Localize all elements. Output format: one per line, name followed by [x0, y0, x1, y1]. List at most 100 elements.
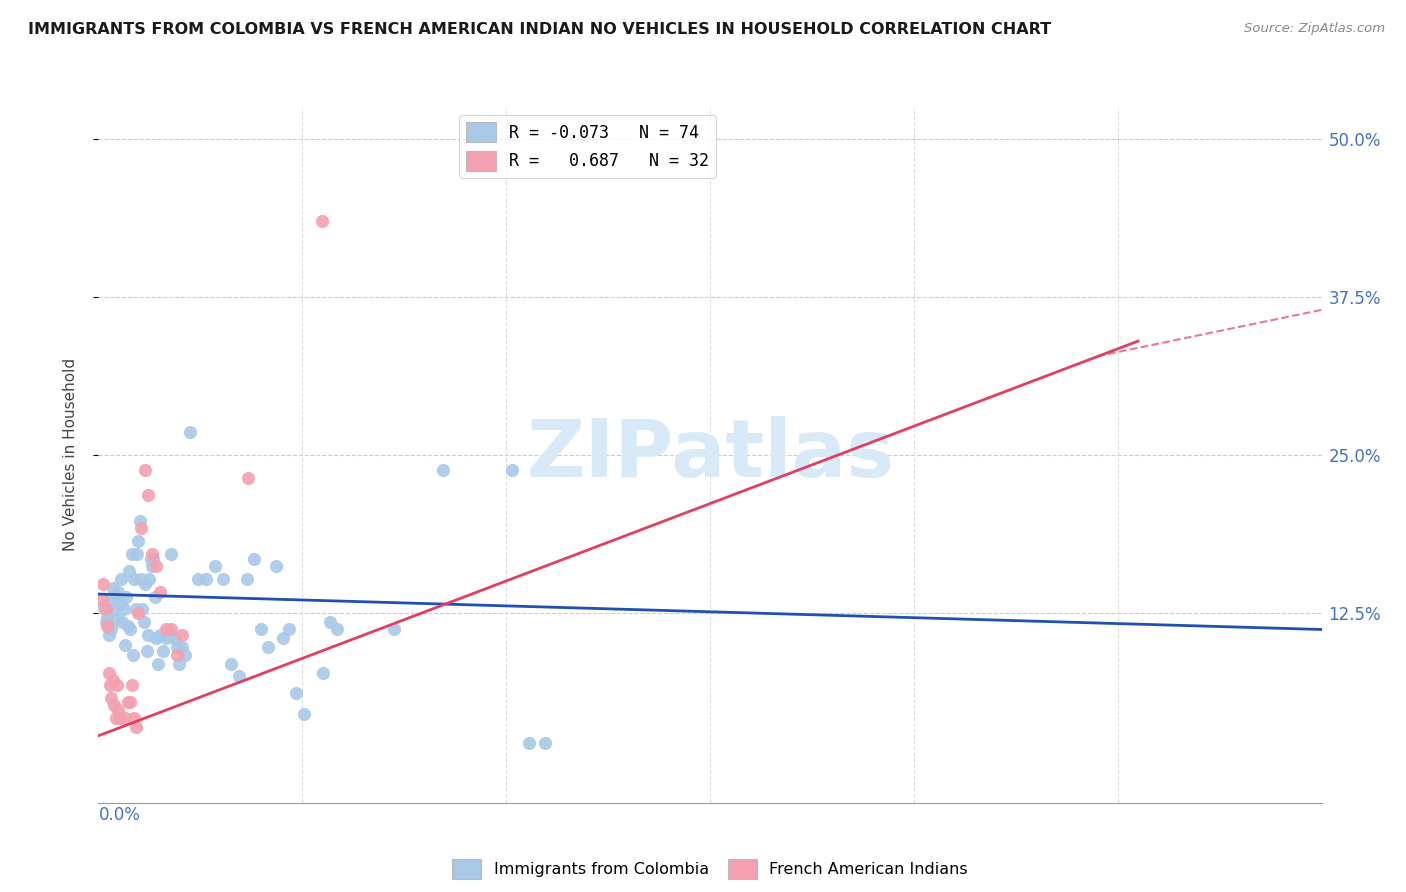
- Point: [101, 581, 124, 595]
- Point: [187, 572, 209, 586]
- Point: [179, 425, 201, 439]
- Point: [534, 736, 557, 750]
- Point: [319, 615, 342, 629]
- Point: [256, 640, 278, 655]
- Point: [105, 678, 128, 692]
- Point: [432, 463, 454, 477]
- Point: [127, 533, 149, 548]
- Text: 0.0%: 0.0%: [98, 806, 141, 824]
- Point: [114, 711, 136, 725]
- Point: [121, 678, 143, 692]
- Point: [157, 627, 180, 641]
- Point: [135, 644, 157, 658]
- Point: [152, 644, 174, 658]
- Point: [120, 695, 142, 709]
- Point: [118, 564, 141, 578]
- Point: [136, 488, 159, 502]
- Point: [129, 514, 152, 528]
- Point: [311, 214, 333, 228]
- Point: [105, 612, 128, 626]
- Point: [108, 711, 131, 725]
- Point: [103, 698, 125, 713]
- Point: [285, 686, 308, 700]
- Point: [155, 632, 177, 646]
- Point: [131, 602, 153, 616]
- Point: [90, 593, 112, 607]
- Point: [127, 547, 149, 561]
- Point: [100, 690, 122, 705]
- Point: [136, 627, 159, 641]
- Point: [236, 572, 259, 586]
- Point: [101, 673, 124, 687]
- Text: IMMIGRANTS FROM COLOMBIA VS FRENCH AMERICAN INDIAN NO VEHICLES IN HOUSEHOLD CORR: IMMIGRANTS FROM COLOMBIA VS FRENCH AMERI…: [28, 22, 1052, 37]
- Point: [91, 599, 114, 614]
- Point: [97, 665, 120, 680]
- Point: [139, 551, 162, 566]
- Point: [125, 720, 148, 734]
- Point: [114, 638, 136, 652]
- Point: [117, 695, 139, 709]
- Point: [111, 615, 134, 629]
- Point: [94, 615, 117, 629]
- Point: [219, 657, 242, 671]
- Point: [112, 602, 135, 616]
- Point: [149, 627, 172, 641]
- Point: [124, 711, 146, 725]
- Point: [160, 623, 183, 637]
- Point: [204, 559, 226, 574]
- Point: [129, 521, 152, 535]
- Point: [141, 547, 163, 561]
- Point: [249, 623, 271, 637]
- Point: [104, 711, 127, 725]
- Point: [129, 572, 152, 586]
- Point: [125, 602, 148, 616]
- Point: [517, 736, 540, 750]
- Point: [238, 471, 260, 485]
- Point: [120, 623, 142, 637]
- Point: [96, 618, 118, 632]
- Point: [117, 618, 139, 632]
- Text: ZIPatlas: ZIPatlas: [526, 416, 894, 494]
- Point: [501, 463, 523, 477]
- Point: [142, 551, 165, 566]
- Point: [122, 648, 145, 662]
- Point: [166, 640, 188, 655]
- Point: [108, 597, 131, 611]
- Point: [107, 584, 129, 599]
- Point: [243, 551, 266, 566]
- Point: [155, 623, 177, 637]
- Point: [110, 572, 132, 586]
- Text: Source: ZipAtlas.com: Source: ZipAtlas.com: [1244, 22, 1385, 36]
- Point: [145, 559, 167, 574]
- Point: [96, 610, 118, 624]
- Point: [100, 623, 122, 637]
- Y-axis label: No Vehicles in Household: No Vehicles in Household: [63, 359, 77, 551]
- Point: [124, 572, 146, 586]
- Point: [103, 602, 125, 616]
- Point: [160, 547, 183, 561]
- Point: [134, 577, 156, 591]
- Point: [326, 623, 349, 637]
- Point: [312, 665, 335, 680]
- Point: [228, 669, 250, 683]
- Point: [115, 590, 138, 604]
- Point: [195, 572, 218, 586]
- Legend: Immigrants from Colombia, French American Indians: Immigrants from Colombia, French America…: [446, 853, 974, 885]
- Point: [271, 632, 294, 646]
- Point: [121, 547, 143, 561]
- Point: [138, 572, 160, 586]
- Point: [382, 623, 405, 637]
- Point: [143, 590, 166, 604]
- Point: [98, 678, 121, 692]
- Point: [132, 615, 155, 629]
- Point: [104, 590, 127, 604]
- Point: [264, 559, 287, 574]
- Point: [170, 640, 193, 655]
- Point: [94, 602, 117, 616]
- Point: [163, 632, 186, 646]
- Point: [107, 703, 129, 717]
- Point: [167, 657, 190, 671]
- Point: [134, 463, 156, 477]
- Point: [146, 657, 169, 671]
- Point: [173, 648, 195, 662]
